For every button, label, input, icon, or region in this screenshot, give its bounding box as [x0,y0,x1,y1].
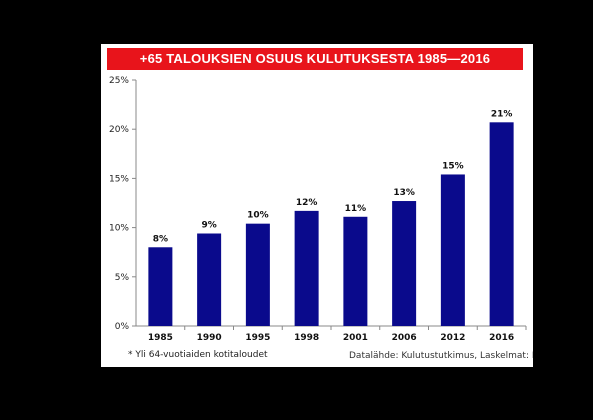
x-tick-label: 2001 [343,333,368,343]
bar [440,174,465,326]
x-tick-label: 2006 [392,333,417,343]
bar [294,210,319,326]
bar [489,122,514,326]
y-tick-label: 20% [109,125,129,135]
y-tick-label: 0% [115,322,130,332]
x-tick-label: 1998 [294,333,319,343]
data-label: 15% [442,161,464,171]
x-tick-label: 1990 [197,333,222,343]
data-label: 8% [153,234,168,244]
x-tick-label: 1985 [148,333,173,343]
y-tick-label: 5% [115,273,130,283]
bar [343,216,368,326]
bar [148,247,173,326]
x-tick-label: 2012 [440,333,465,343]
x-tick-label: 2016 [489,333,514,343]
data-label: 12% [296,198,318,208]
data-source: Datalähde: Kulutustutkimus, Laskelmat: N… [349,351,533,361]
chart-title: +65 TALOUKSIEN OSUUS KULUTUKSESTA 1985—2… [107,48,523,70]
chart-panel: +65 TALOUKSIEN OSUUS KULUTUKSESTA 1985—2… [101,44,533,367]
data-label: 10% [247,211,269,221]
data-label: 9% [201,221,216,231]
y-tick-label: 25% [109,76,129,86]
bar [392,201,417,326]
bar [197,233,222,326]
footnote: * Yli 64-vuotiaiden kotitaloudet [128,350,268,360]
data-label: 21% [491,109,513,119]
bar-chart: 0% 5% 10% 15% 20% 25% 8% 1985 9% 1990 10% 1995 12% 19… [109,76,527,343]
y-tick-label: 10% [109,224,129,234]
bar [245,223,270,326]
data-label: 11% [345,204,367,214]
y-tick-label: 15% [109,174,129,184]
x-tick-label: 1995 [245,333,270,343]
data-label: 13% [393,188,415,198]
